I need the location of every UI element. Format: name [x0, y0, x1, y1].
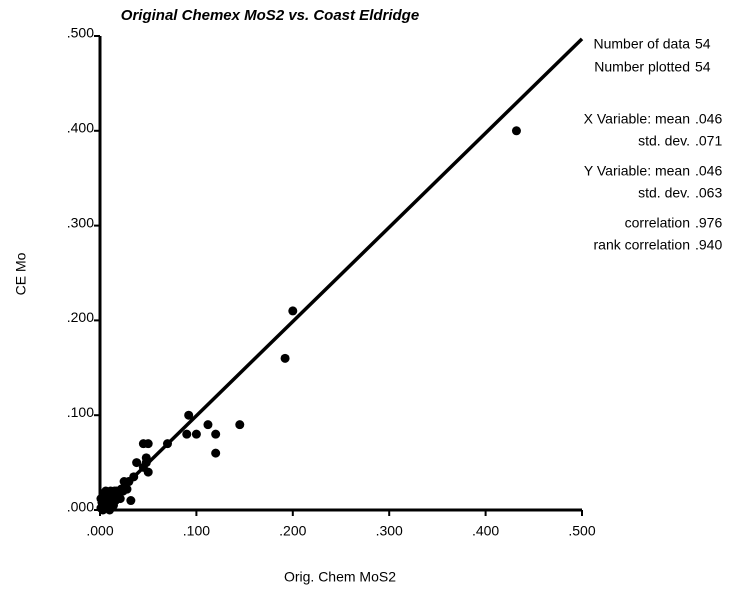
data-point [511, 126, 521, 136]
x-tick-label: .100 [183, 523, 210, 539]
data-point [105, 505, 115, 515]
y-axis-label: CE Mo [13, 252, 29, 295]
stat-value: .046 [695, 111, 722, 127]
data-point [99, 496, 109, 506]
stat-label: Y Variable: mean [584, 163, 690, 179]
stat-value: .940 [695, 237, 722, 253]
data-point [122, 484, 132, 494]
y-tick-label: .500 [67, 25, 94, 41]
data-point [98, 505, 108, 515]
y-tick-label: .300 [67, 214, 94, 230]
stat-value: .063 [695, 185, 722, 201]
data-point [288, 306, 298, 316]
y-tick-label: .000 [67, 499, 94, 515]
stat-value: .046 [695, 163, 722, 179]
y-tick-label: .200 [67, 309, 94, 325]
data-point [138, 462, 148, 472]
stat-value: .071 [695, 133, 722, 149]
data-point [211, 448, 221, 458]
data-point [203, 420, 213, 430]
stat-label: rank correlation [594, 237, 691, 253]
data-point [126, 496, 136, 506]
x-tick-label: .000 [86, 523, 113, 539]
data-point [235, 420, 245, 430]
x-tick-label: .400 [472, 523, 499, 539]
stat-value: 54 [695, 59, 711, 75]
fit-line [98, 37, 584, 512]
data-point [184, 410, 194, 420]
stat-label: Number of data [594, 36, 691, 52]
stat-label: std. dev. [638, 185, 690, 201]
data-point [182, 429, 192, 439]
data-point [115, 494, 125, 504]
x-axis-label: Orig. Chem MoS2 [284, 569, 396, 585]
data-point [191, 429, 201, 439]
stat-value: 54 [695, 36, 711, 52]
chart-title: Original Chemex MoS2 vs. Coast Eldridge [121, 7, 419, 24]
data-point [211, 429, 221, 439]
x-tick-label: .200 [279, 523, 306, 539]
data-point [138, 439, 148, 449]
data-point [280, 353, 290, 363]
stat-value: .976 [695, 215, 722, 231]
x-tick-label: .500 [568, 523, 595, 539]
x-tick-label: .300 [376, 523, 403, 539]
data-point [101, 486, 111, 496]
y-tick-label: .400 [67, 120, 94, 136]
data-point [162, 439, 172, 449]
stat-label: std. dev. [638, 133, 690, 149]
stat-label: correlation [625, 215, 690, 231]
stat-label: X Variable: mean [584, 111, 690, 127]
stat-label: Number plotted [594, 59, 690, 75]
data-point [132, 458, 142, 468]
y-tick-label: .100 [67, 404, 94, 420]
